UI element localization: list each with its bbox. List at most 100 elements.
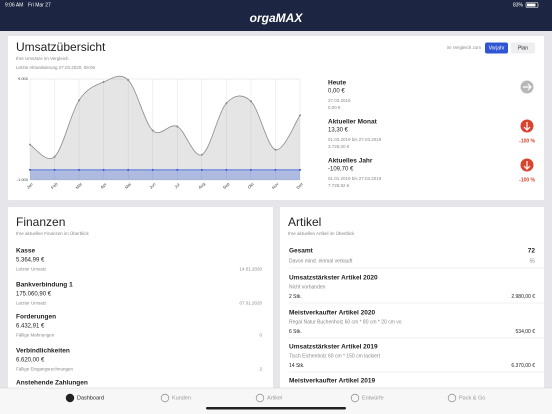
kpi-change: -100 % [519, 177, 535, 183]
kpi-ref-value: 0,00 € [328, 105, 341, 110]
tab-label[interactable]: Entwürfe [362, 395, 384, 401]
finance-label: Forderungen [16, 314, 56, 321]
finance-detail-label: Fällige Mahnungen [16, 333, 55, 338]
series-point [29, 143, 31, 146]
series-point [151, 168, 154, 171]
series-point [29, 168, 31, 171]
kpi-value: -109,70 € [328, 167, 354, 173]
series-point [102, 81, 105, 84]
finance-card [8, 207, 273, 397]
article-label: Meistverkaufter Artikel 2019 [289, 378, 375, 385]
series-line [29, 75, 301, 159]
tab-icon[interactable] [160, 393, 170, 403]
article-name: Regal Natur Buchenholz 60 cm * 80 cm * 2… [289, 319, 402, 325]
overview-card [8, 36, 544, 200]
series-point [249, 168, 252, 171]
compare-button[interactable] [511, 42, 535, 54]
article-name: Tisch Eichenholz 60 cm * 150 cm lackiert [289, 353, 381, 359]
app-header [0, 0, 552, 31]
kpi-label: Aktuelles Jahr [328, 158, 373, 165]
series-point [127, 168, 130, 171]
article-amount: 2.980,00 € [511, 294, 535, 300]
card-title: Artikel [288, 215, 321, 229]
series-point [299, 168, 301, 171]
tab-icon[interactable] [350, 393, 360, 403]
series-area [30, 169, 300, 180]
card-title: Finanzen [16, 215, 65, 229]
y-tick-label: 9.000 [18, 76, 29, 81]
tab-icon[interactable] [65, 393, 75, 403]
article-name: Nicht vorhanden [289, 284, 326, 290]
card-subtitle: Ihre aktuellen Finanzen im Überblick [16, 230, 90, 236]
tab-label[interactable]: Kunden [172, 395, 191, 401]
tab-label[interactable]: Pack & Go [459, 395, 485, 401]
kpi-ref-value: 7.728,82 € [328, 183, 350, 188]
article-quantity: 2 Stk. [289, 294, 302, 300]
tab-bar [0, 388, 552, 414]
article-label: Umsatzstärkster Artikel 2020 [289, 275, 378, 282]
article-label: Meistverkaufter Artikel 2020 [289, 310, 375, 317]
x-tick-label: Dez [295, 181, 304, 190]
article-total-value: 72 [528, 248, 536, 255]
tab-icon[interactable] [447, 393, 457, 403]
finance-label: Verbindlichkeiten [16, 348, 70, 355]
status-time: 9:06 AM [5, 2, 23, 8]
series-point [176, 125, 179, 128]
article-quantity: 14 Stk. [289, 363, 305, 369]
article-quantity: 6 Stk. [289, 329, 302, 335]
finance-detail-value: 0 [259, 333, 262, 338]
x-tick-label: Aug [197, 181, 206, 190]
series-point [53, 155, 56, 158]
x-tick-label: Sep [222, 181, 231, 190]
status-battery: 83% [513, 2, 524, 8]
battery-icon [525, 2, 539, 8]
article-sub-label: Davon mind. einmal verkauft [289, 258, 353, 264]
finance-label: Kasse [16, 248, 36, 255]
tab-label[interactable]: Dashboard [77, 395, 104, 401]
finance-detail-value: 07.01.2020 [239, 301, 262, 306]
trend-arrow [523, 83, 532, 91]
finance-detail-value: 2 [259, 367, 262, 372]
series-point [200, 168, 203, 171]
x-tick-label: Apr [99, 181, 108, 190]
finance-label: Anstehende Zahlungen [16, 380, 88, 387]
tab-icon[interactable] [255, 393, 265, 403]
kpi-ref-date: 27.03.2019 [328, 98, 351, 103]
trend-arrow [523, 161, 531, 170]
app-logo: orgaMAX [250, 11, 304, 25]
kpi-label: Heute [328, 80, 346, 87]
x-tick-label: Feb [50, 181, 59, 190]
compare-button-label[interactable]: Vorjahr [489, 46, 505, 52]
compare-button[interactable] [485, 42, 508, 54]
kpi-value: 13,30 € [328, 128, 349, 134]
article-total-label: Gesamt [289, 248, 314, 255]
series-point [78, 99, 81, 102]
articles-card [280, 207, 544, 397]
series-point [274, 168, 277, 171]
series-point [200, 153, 203, 156]
kpi-ref-value: 3.726,00 € [328, 144, 350, 149]
tab-label[interactable]: Artikel [267, 395, 282, 401]
finance-value: 5.364,99 € [16, 258, 45, 264]
series-area [30, 76, 300, 180]
series-point [225, 102, 228, 105]
series-point [53, 168, 56, 171]
x-tick-label: Okt [247, 181, 256, 190]
finance-detail-label: Letzter Umsatz [16, 267, 47, 272]
series-point [151, 129, 154, 132]
article-label: Umsatzstärkster Artikel 2019 [289, 344, 378, 351]
compare-button-label[interactable]: Plan [518, 46, 528, 52]
finance-detail-value: 14.01.2020 [239, 267, 262, 272]
home-indicator [206, 407, 346, 410]
x-tick-label: Jan [26, 181, 35, 190]
x-tick-label: Jul [173, 182, 180, 189]
x-tick-label: Nov [271, 181, 280, 190]
article-amount: 534,00 € [516, 329, 536, 335]
finance-detail-label: Fällige Eingangsrechnungen [16, 367, 74, 372]
card-title: Umsatzübersicht [16, 40, 106, 54]
kpi-label: Aktueller Monat [328, 119, 378, 126]
series-point [299, 114, 301, 117]
card-subtitle: Ihre Umsätze im Vergleich [16, 56, 69, 61]
